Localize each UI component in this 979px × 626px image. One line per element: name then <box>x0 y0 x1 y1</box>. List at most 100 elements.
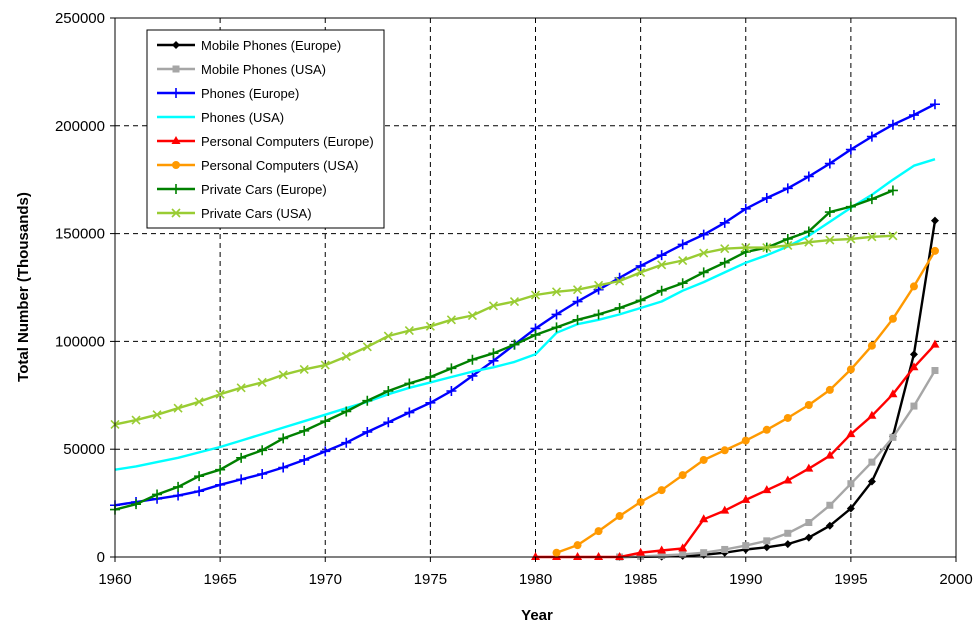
legend-label: Phones (USA) <box>201 110 284 125</box>
legend-item: Private Cars (USA) <box>157 206 312 221</box>
data-point <box>341 351 351 362</box>
data-point <box>615 512 624 521</box>
data-point <box>656 250 667 261</box>
data-point <box>152 489 163 500</box>
data-point <box>404 378 415 389</box>
data-point <box>909 362 919 371</box>
data-point <box>278 370 288 380</box>
data-point <box>615 552 625 560</box>
legend-label: Private Cars (Europe) <box>201 182 327 197</box>
legend-label: Private Cars (USA) <box>201 206 312 221</box>
data-point <box>741 243 751 253</box>
data-point <box>699 514 709 523</box>
plot-frame <box>114 17 957 558</box>
data-point <box>846 504 855 513</box>
data-point <box>299 425 310 436</box>
data-point <box>698 229 709 240</box>
data-point <box>866 194 877 205</box>
data-point <box>572 314 583 325</box>
legend-marker <box>172 65 180 73</box>
data-point <box>615 276 625 286</box>
data-point <box>783 540 792 549</box>
data-point <box>931 367 939 375</box>
data-point <box>152 410 162 420</box>
data-point <box>783 413 792 422</box>
legend-box <box>146 29 385 229</box>
data-point <box>594 552 604 560</box>
data-point <box>551 322 562 333</box>
data-point <box>341 437 352 448</box>
data-point <box>679 550 687 558</box>
series-line <box>114 103 936 507</box>
x-tick-label: 1980 <box>519 571 552 588</box>
data-point <box>215 479 226 490</box>
data-point <box>257 445 268 456</box>
data-point <box>530 290 541 300</box>
data-point <box>194 486 205 497</box>
data-point <box>572 296 583 307</box>
data-point <box>194 397 204 407</box>
data-point <box>804 533 813 542</box>
data-point <box>635 260 646 271</box>
series-mobile-phones-usa <box>616 367 939 561</box>
data-point <box>446 315 456 325</box>
data-point <box>299 454 310 465</box>
data-point <box>594 527 603 536</box>
data-point <box>804 463 814 472</box>
legend-item: Mobile Phones (Europe) <box>157 38 341 53</box>
data-point <box>488 301 499 311</box>
data-point <box>908 110 919 121</box>
data-point <box>783 475 793 484</box>
data-point <box>488 348 499 359</box>
x-tick-label: 2000 <box>939 571 972 588</box>
data-point <box>824 158 835 169</box>
data-point <box>678 255 688 266</box>
data-point <box>783 240 793 251</box>
data-point <box>699 455 708 464</box>
data-point <box>236 383 246 393</box>
data-point <box>678 543 688 552</box>
legend-marker <box>172 41 180 49</box>
axes: 1960 1965 1970 1975 1980 1985 1990 1995 2000 0 500… <box>55 10 973 588</box>
data-point <box>425 397 436 408</box>
data-point <box>552 548 561 557</box>
data-point <box>677 239 688 250</box>
legend-marker <box>171 136 181 144</box>
data-point <box>930 339 940 348</box>
data-point <box>782 233 793 244</box>
data-point <box>362 342 372 352</box>
data-point <box>320 446 331 457</box>
data-point <box>257 377 267 387</box>
data-point <box>551 309 562 320</box>
data-point <box>929 99 940 110</box>
data-point <box>425 371 436 382</box>
x-tick-label: 1965 <box>203 571 236 588</box>
data-point <box>720 446 729 455</box>
y-tick-label: 100000 <box>55 333 105 350</box>
data-point <box>803 226 814 237</box>
data-point <box>320 416 331 427</box>
x-tick-label: 1995 <box>834 571 867 588</box>
legend-item: Phones (USA) <box>157 110 284 125</box>
data-point <box>614 302 625 313</box>
data-point <box>383 417 394 428</box>
data-point <box>867 410 877 419</box>
data-point <box>173 403 183 413</box>
data-point <box>404 326 414 336</box>
y-tick-label: 150000 <box>55 226 105 243</box>
data-point <box>131 499 142 510</box>
data-point <box>909 350 918 359</box>
data-point <box>657 260 667 270</box>
data-point <box>887 119 898 130</box>
data-point <box>699 248 709 258</box>
data-point <box>763 537 771 545</box>
data-point <box>846 365 855 374</box>
data-point <box>530 329 541 340</box>
data-point <box>741 436 750 445</box>
data-point <box>425 321 435 331</box>
series-phones-europe <box>110 99 940 511</box>
y-tick-label: 50000 <box>63 441 105 458</box>
data-point <box>257 468 268 479</box>
data-point <box>846 234 856 244</box>
